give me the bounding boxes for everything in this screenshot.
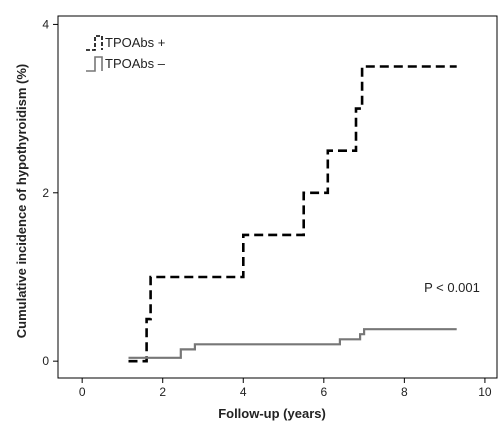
legend-symbol xyxy=(86,56,103,72)
p-value-annotation: P < 0.001 xyxy=(424,280,480,295)
x-tick-label: 4 xyxy=(240,385,247,399)
legend-label: TPOAbs – xyxy=(105,56,166,71)
y-tick-label: 0 xyxy=(42,354,49,368)
series-layer xyxy=(128,65,457,363)
series-line-tpoabs-positive xyxy=(128,65,457,363)
series-line-tpoabs-negative xyxy=(128,328,457,359)
legend-label: TPOAbs + xyxy=(105,35,165,50)
x-axis-label: Follow-up (years) xyxy=(218,406,326,421)
legend: TPOAbs + TPOAbs – xyxy=(86,35,166,72)
y-axis-label: Cumulative incidence of hypothyroidism (… xyxy=(14,64,29,338)
x-tick-label: 6 xyxy=(320,385,327,399)
plot-frame xyxy=(57,15,498,379)
x-tick-label: 0 xyxy=(79,385,86,399)
legend-symbol xyxy=(86,35,103,51)
x-tick-label: 2 xyxy=(159,385,166,399)
y-tick-label: 4 xyxy=(42,17,49,31)
y-tick-label: 2 xyxy=(42,186,49,200)
x-tick-label: 8 xyxy=(401,385,408,399)
x-tick-label: 10 xyxy=(478,385,492,399)
axes-layer: 0 2 4 6 8 10 0 2 4 xyxy=(42,15,498,399)
